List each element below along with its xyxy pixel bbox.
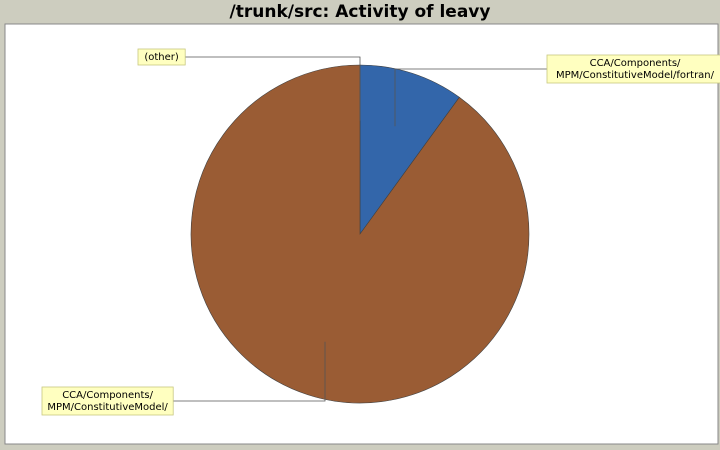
- chart-title: /trunk/src: Activity of leavy: [229, 2, 491, 22]
- label-leader-line: [394, 68, 547, 127]
- slice-label-text: MPM/ConstitutiveModel/fortran/: [556, 70, 715, 81]
- label-leader-line: [185, 56, 361, 121]
- slice-label-box: [137, 48, 186, 66]
- label-leader-line: [173, 341, 326, 402]
- slice-label-text: CCA/Components/: [62, 390, 153, 401]
- slice-label-text: CCA/Components/: [590, 58, 681, 69]
- slice-labels: (other) CCA/Components/MPM/ConstitutiveMo…: [41, 48, 720, 416]
- slice-label-text: (other): [144, 52, 179, 63]
- pie-slices: [190, 64, 530, 404]
- slice-label-box: [546, 54, 720, 84]
- slice-label-text: MPM/ConstitutiveModel/: [47, 402, 168, 413]
- pie-slice: [359, 64, 460, 235]
- slice-label-box: [41, 386, 174, 416]
- pie-slice: [190, 64, 530, 404]
